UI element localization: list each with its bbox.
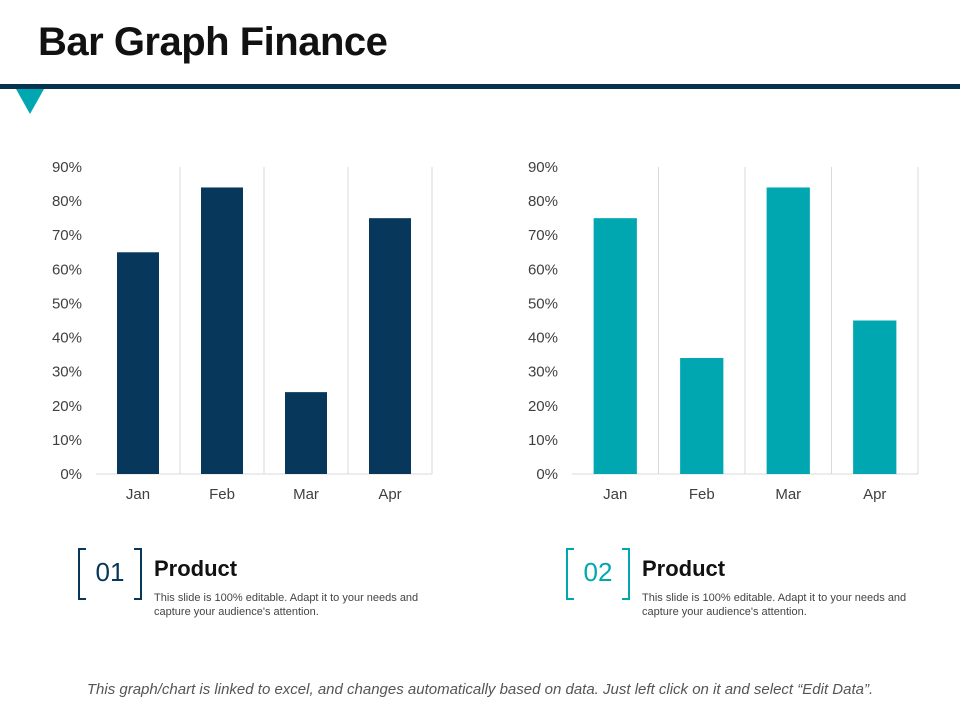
bar-feb[interactable] (680, 358, 724, 474)
y-tick-label: 30% (52, 364, 82, 381)
left-bracket-icon (566, 548, 574, 600)
x-tick-label: Apr (378, 486, 401, 503)
card-title: Product (154, 556, 238, 581)
y-tick-label: 0% (60, 466, 82, 483)
bar-feb[interactable] (201, 187, 243, 474)
y-tick-label: 40% (528, 330, 558, 347)
y-tick-label: 50% (528, 295, 558, 312)
bar-mar[interactable] (285, 392, 327, 474)
bar-chart-1[interactable]: 0% 10% 20% 30% 40% 50% 60% 70% 80% 90% Jan Feb Mar Ap… (34, 150, 444, 510)
right-bracket-icon (134, 548, 142, 600)
x-tick-label: Apr (863, 486, 886, 503)
y-tick-label: 90% (52, 159, 82, 176)
bar-apr[interactable] (369, 218, 411, 474)
bar-chart-2-svg: 0% 10% 20% 30% 40% 50% 60% 70% 80% 90% Jan Feb Mar Ap… (528, 159, 919, 503)
y-tick-label: 20% (528, 398, 558, 415)
x-tick-label: Jan (603, 486, 627, 503)
y-tick-label: 80% (528, 193, 558, 210)
bar-mar[interactable] (766, 187, 810, 474)
bar-jan[interactable] (117, 252, 159, 474)
bar-chart-1-svg: 0% 10% 20% 30% 40% 50% 60% 70% 80% 90% Jan Feb Mar Ap… (52, 159, 433, 503)
card-number: 02 (583, 557, 613, 587)
y-tick-label: 10% (528, 432, 558, 449)
x-tick-label: Mar (775, 486, 801, 503)
left-bracket-icon (78, 548, 86, 600)
product-card-2: 02 Product This slide is 100% editable. … (566, 548, 946, 618)
y-tick-label: 60% (528, 261, 558, 278)
y-tick-label: 90% (528, 159, 558, 176)
y-tick-label: 20% (52, 398, 82, 415)
x-tick-label: Feb (689, 486, 715, 503)
y-tick-label: 30% (528, 364, 558, 381)
bar-apr[interactable] (853, 320, 897, 475)
slide-title: Bar Graph Finance (38, 20, 388, 64)
y-tick-label: 60% (52, 261, 82, 278)
y-tick-label: 40% (52, 330, 82, 347)
x-tick-label: Mar (293, 486, 319, 503)
y-tick-label: 50% (52, 295, 82, 312)
triangle-marker-icon (16, 89, 44, 114)
bar-jan[interactable] (593, 218, 637, 474)
footer-note: This graph/chart is linked to excel, and… (86, 681, 874, 698)
y-tick-label: 70% (528, 227, 558, 244)
card-number: 01 (95, 557, 125, 587)
number-bracket: 01 (78, 548, 142, 600)
product-card-1: 01 Product This slide is 100% editable. … (78, 548, 458, 618)
bar-chart-2[interactable]: 0% 10% 20% 30% 40% 50% 60% 70% 80% 90% Jan Feb Mar Ap… (510, 150, 930, 510)
x-tick-label: Jan (126, 486, 150, 503)
title-divider (0, 84, 960, 89)
y-tick-label: 70% (52, 227, 82, 244)
card-title: Product (642, 556, 726, 581)
y-tick-label: 80% (52, 193, 82, 210)
right-bracket-icon (622, 548, 630, 600)
card-description: This slide is 100% editable. Adapt it to… (642, 592, 907, 618)
x-tick-label: Feb (209, 486, 235, 503)
card-description: This slide is 100% editable. Adapt it to… (154, 592, 419, 618)
y-tick-label: 10% (52, 432, 82, 449)
number-bracket: 02 (566, 548, 630, 600)
y-tick-label: 0% (536, 466, 558, 483)
